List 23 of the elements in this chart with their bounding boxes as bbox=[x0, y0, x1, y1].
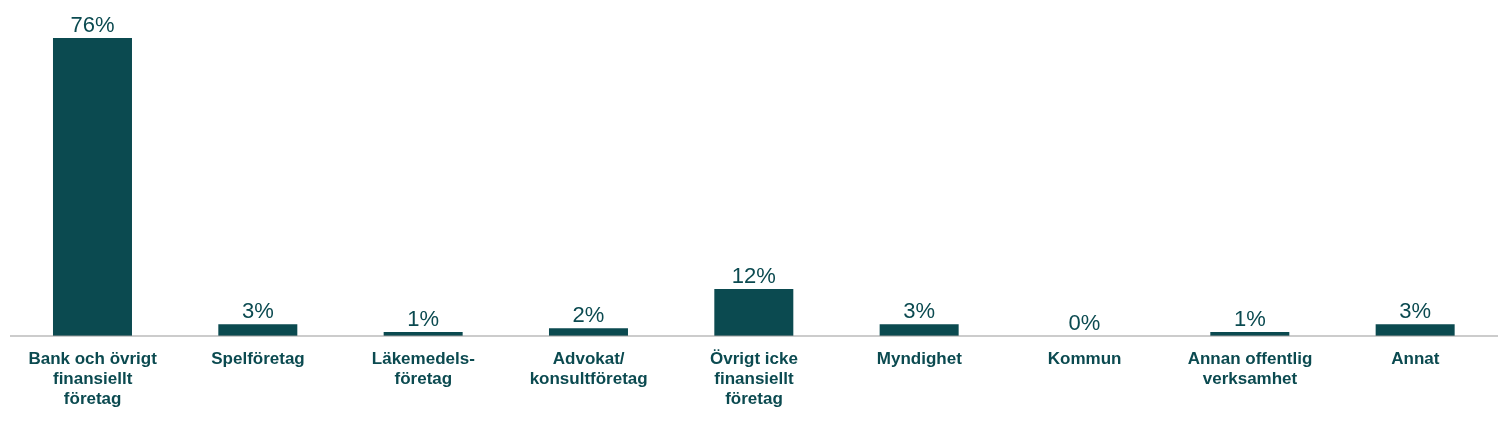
x-tick-label: Advokat/konsultföretag bbox=[529, 349, 648, 388]
x-tick-label: Annan offentlig verksamhet bbox=[1187, 349, 1313, 388]
bar bbox=[1375, 324, 1455, 336]
bar bbox=[714, 288, 794, 336]
data-label: 3% bbox=[903, 298, 936, 324]
data-label: 1% bbox=[407, 306, 440, 332]
x-tick-label: Myndighet bbox=[876, 349, 963, 368]
x-tick-label: Bank och övrigt finansiellt företag bbox=[28, 349, 158, 408]
x-tick-label: Läkemedels-företag bbox=[371, 349, 475, 388]
x-tick-label: Spelföretag bbox=[211, 349, 305, 368]
data-label: 2% bbox=[572, 302, 605, 328]
data-label: 12% bbox=[731, 262, 776, 288]
bar bbox=[218, 324, 298, 336]
data-label: 3% bbox=[1399, 298, 1432, 324]
data-label: 3% bbox=[241, 298, 274, 324]
data-label: 1% bbox=[1233, 306, 1266, 332]
data-label: 0% bbox=[1068, 309, 1101, 335]
x-tick-label: Övrigt icke finansiellt företag bbox=[710, 349, 798, 408]
bar bbox=[52, 38, 132, 336]
x-tick-label: Kommun bbox=[1047, 349, 1122, 368]
data-label: 76% bbox=[70, 12, 115, 37]
bar bbox=[879, 324, 959, 336]
x-tick-label: Annat bbox=[1391, 349, 1440, 368]
